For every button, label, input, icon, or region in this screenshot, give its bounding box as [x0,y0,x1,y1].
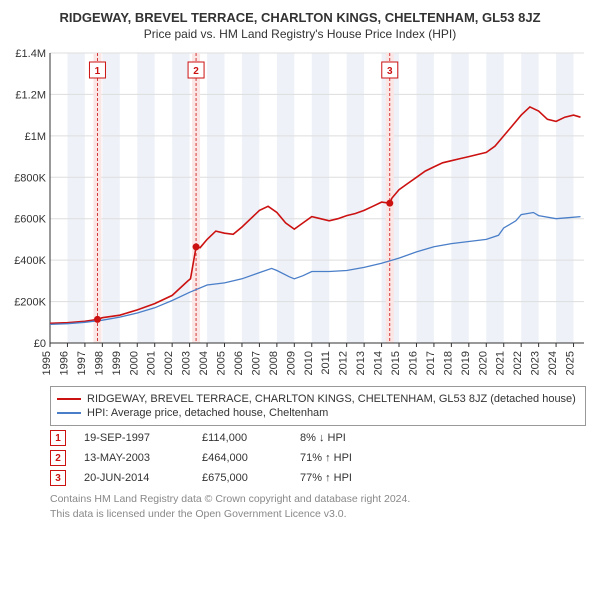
svg-text:2013: 2013 [355,351,367,375]
event-marker: 2 [50,450,66,466]
event-date: 20-JUN-2014 [84,472,184,484]
event-diff: 77% ↑ HPI [300,472,400,484]
event-price: £464,000 [202,452,282,464]
legend-item: HPI: Average price, detached house, Chel… [57,407,579,419]
svg-text:2010: 2010 [303,351,315,375]
svg-text:£1.4M: £1.4M [15,48,46,60]
svg-text:1996: 1996 [58,351,70,375]
svg-text:2008: 2008 [268,351,280,375]
page-title: RIDGEWAY, BREVEL TERRACE, CHARLTON KINGS… [8,10,592,25]
svg-text:3: 3 [387,66,393,77]
svg-text:2007: 2007 [250,351,262,375]
svg-text:1997: 1997 [76,351,88,375]
svg-text:£1.2M: £1.2M [15,89,46,101]
svg-text:1995: 1995 [41,351,53,375]
svg-text:2: 2 [193,66,199,77]
event-price: £114,000 [202,432,282,444]
legend-item: RIDGEWAY, BREVEL TERRACE, CHARLTON KINGS… [57,393,579,405]
svg-text:2015: 2015 [390,351,402,375]
svg-text:2023: 2023 [530,351,542,375]
event-date: 13-MAY-2003 [84,452,184,464]
svg-text:2022: 2022 [512,351,524,375]
svg-text:2011: 2011 [320,351,332,375]
event-date: 19-SEP-1997 [84,432,184,444]
svg-text:2020: 2020 [477,351,489,375]
svg-text:2004: 2004 [198,351,210,375]
svg-text:2021: 2021 [495,351,507,375]
svg-text:2024: 2024 [547,351,559,375]
legend-label: RIDGEWAY, BREVEL TERRACE, CHARLTON KINGS… [87,393,576,405]
svg-text:1: 1 [95,66,101,77]
event-diff: 8% ↓ HPI [300,432,400,444]
event-price: £675,000 [202,472,282,484]
legend-swatch [57,398,81,400]
svg-text:£400K: £400K [14,255,46,267]
svg-text:£600K: £600K [14,214,46,226]
events-table: 1 19-SEP-1997 £114,000 8% ↓ HPI 2 13-MAY-2003… [50,430,592,486]
event-marker: 3 [50,470,66,486]
page-subtitle: Price paid vs. HM Land Registry's House … [8,27,592,41]
event-marker: 1 [50,430,66,446]
svg-text:2019: 2019 [460,351,472,375]
svg-text:£200K: £200K [14,297,46,309]
svg-text:£800K: £800K [14,172,46,184]
svg-text:2017: 2017 [425,351,437,375]
svg-text:2014: 2014 [373,351,385,375]
svg-text:2025: 2025 [565,351,577,375]
event-row: 3 20-JUN-2014 £675,000 77% ↑ HPI [50,470,592,486]
svg-text:2001: 2001 [146,351,158,375]
svg-text:2006: 2006 [233,351,245,375]
legend: RIDGEWAY, BREVEL TERRACE, CHARLTON KINGS… [50,386,586,426]
svg-text:£1M: £1M [25,131,46,143]
legend-swatch [57,412,81,414]
footer-line1: Contains HM Land Registry data © Crown c… [50,492,592,507]
svg-text:2000: 2000 [128,351,140,375]
svg-text:2009: 2009 [285,351,297,375]
footer-line2: This data is licensed under the Open Gov… [50,507,592,522]
svg-text:1999: 1999 [111,351,123,375]
event-row: 1 19-SEP-1997 £114,000 8% ↓ HPI [50,430,592,446]
price-chart: £0 £200K £400K £600K £800K £1M £1.2M £1.4M 1995 1… [8,47,592,380]
svg-text:2005: 2005 [216,351,228,375]
svg-text:2003: 2003 [181,351,193,375]
svg-text:2016: 2016 [407,351,419,375]
svg-text:1998: 1998 [93,351,105,375]
event-diff: 71% ↑ HPI [300,452,400,464]
svg-text:2018: 2018 [442,351,454,375]
footer-attribution: Contains HM Land Registry data © Crown c… [50,492,592,521]
event-row: 2 13-MAY-2003 £464,000 71% ↑ HPI [50,450,592,466]
svg-text:2002: 2002 [163,351,175,375]
svg-text:2012: 2012 [338,351,350,375]
svg-text:£0: £0 [34,338,46,350]
legend-label: HPI: Average price, detached house, Chel… [87,407,328,419]
chart-svg: £0 £200K £400K £600K £800K £1M £1.2M £1.4M 1995 1… [8,47,588,377]
